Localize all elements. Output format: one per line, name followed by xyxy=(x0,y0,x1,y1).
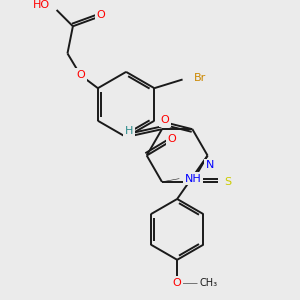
Text: H: H xyxy=(124,126,133,136)
Text: O: O xyxy=(167,134,176,144)
Text: O: O xyxy=(173,278,182,288)
Text: O: O xyxy=(161,116,170,125)
Text: N: N xyxy=(206,160,214,170)
Text: HO: HO xyxy=(33,0,50,10)
Text: NH: NH xyxy=(185,174,202,184)
Text: O: O xyxy=(76,70,85,80)
Text: S: S xyxy=(224,177,231,187)
Text: Br: Br xyxy=(194,74,206,83)
Text: O: O xyxy=(97,11,106,20)
Text: CH₃: CH₃ xyxy=(200,278,218,288)
